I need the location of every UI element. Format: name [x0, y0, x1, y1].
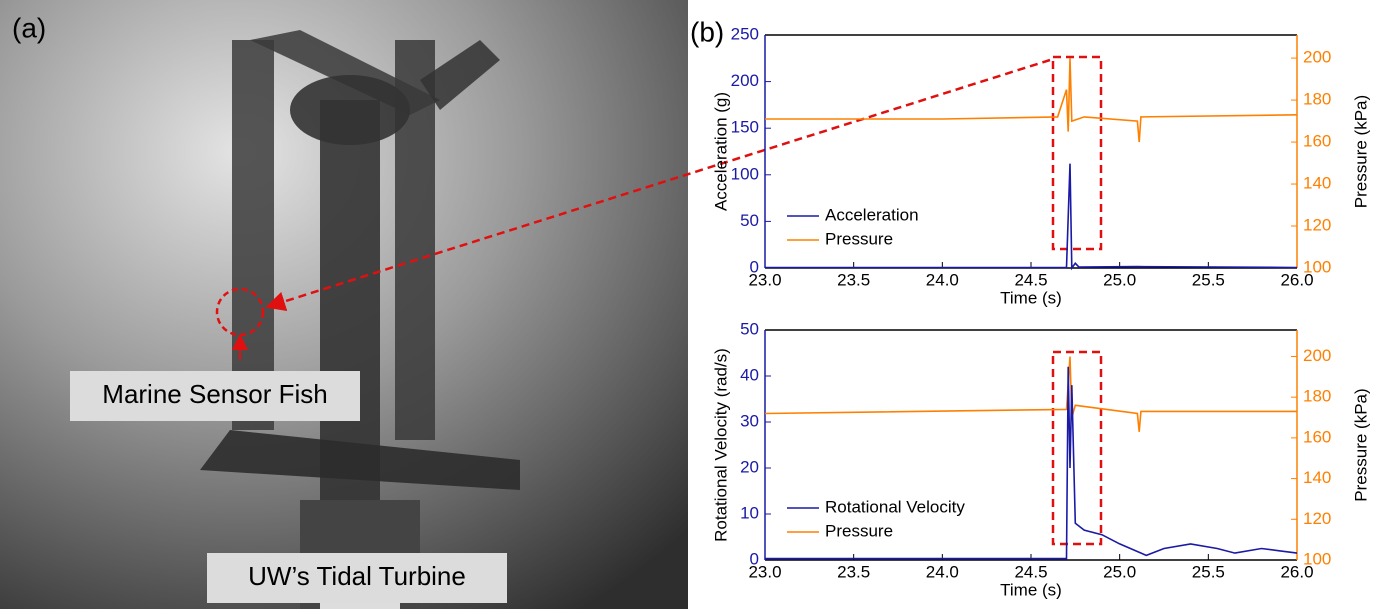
y-tick-label: 0: [750, 549, 759, 568]
x-tick-label: 24.5: [1014, 270, 1047, 289]
x-tick-label: 26.0: [1280, 270, 1313, 289]
y-tick-label: 30: [740, 411, 759, 430]
y2-tick-label: 100: [1303, 257, 1331, 276]
x-tick-label: 25.5: [1192, 562, 1225, 581]
y-tick-label: 10: [740, 503, 759, 522]
annotation: UW’s Tidal Turbine: [248, 561, 466, 591]
x-tick-label: 23.0: [748, 270, 781, 289]
y2-axis-label: Pressure (kPa): [1351, 95, 1370, 208]
y-tick-label: 50: [740, 211, 759, 230]
x-tick-label: 25.0: [1103, 562, 1136, 581]
x-axis-label: Time (s): [1000, 288, 1062, 307]
x-tick-label: 26.0: [1280, 562, 1313, 581]
y-tick-label: 40: [740, 365, 759, 384]
y2-tick-label: 140: [1303, 468, 1331, 487]
y2-tick-label: 160: [1303, 132, 1331, 151]
y-tick-label: 0: [750, 257, 759, 276]
panel-label: (b): [690, 16, 724, 47]
y2-tick-label: 140: [1303, 174, 1331, 193]
x-tick-label: 24.5: [1014, 562, 1047, 581]
series-line: [764, 356, 1297, 432]
y2-tick-label: 200: [1303, 48, 1331, 67]
x-tick-label: 23.5: [837, 270, 870, 289]
x-tick-label: 24.0: [926, 562, 959, 581]
y2-tick-label: 120: [1303, 216, 1331, 235]
highlight-box: [1051, 350, 1103, 546]
x-tick-label: 25.5: [1192, 270, 1225, 289]
series-line: [765, 163, 1298, 271]
legend-label: Acceleration: [825, 205, 919, 224]
annotation: Marine Sensor Fish: [102, 379, 327, 409]
y2-tick-label: 180: [1303, 90, 1331, 109]
y-tick-label: 250: [731, 24, 759, 43]
series-line: [765, 58, 1298, 143]
x-axis-label: Time (s): [1000, 580, 1062, 599]
y-axis-label: Rotational Velocity (rad/s): [711, 348, 730, 542]
y2-tick-label: 160: [1303, 427, 1331, 446]
x-tick-label: 24.0: [926, 270, 959, 289]
y-tick-label: 200: [731, 71, 759, 90]
y2-axis-label: Pressure (kPa): [1351, 388, 1370, 501]
x-tick-label: 23.5: [837, 562, 870, 581]
y-tick-label: 50: [740, 319, 759, 338]
y2-tick-label: 180: [1303, 387, 1331, 406]
legend-label: Pressure: [825, 521, 893, 540]
y-tick-label: 100: [731, 164, 759, 183]
legend-label: Pressure: [825, 229, 893, 248]
x-tick-label: 23.0: [748, 562, 781, 581]
y-tick-label: 150: [731, 118, 759, 137]
y-tick-label: 20: [740, 457, 759, 476]
highlight-box: [1051, 55, 1103, 251]
series-line: [765, 366, 1298, 560]
y-axis-label: Acceleration (g): [711, 92, 730, 211]
y2-tick-label: 120: [1303, 509, 1331, 528]
panel-label: (a): [12, 12, 46, 43]
y2-tick-label: 200: [1303, 346, 1331, 365]
photo: [0, 0, 1051, 609]
x-tick-label: 25.0: [1103, 270, 1136, 289]
y2-tick-label: 100: [1303, 549, 1331, 568]
legend-label: Rotational Velocity: [825, 497, 965, 516]
